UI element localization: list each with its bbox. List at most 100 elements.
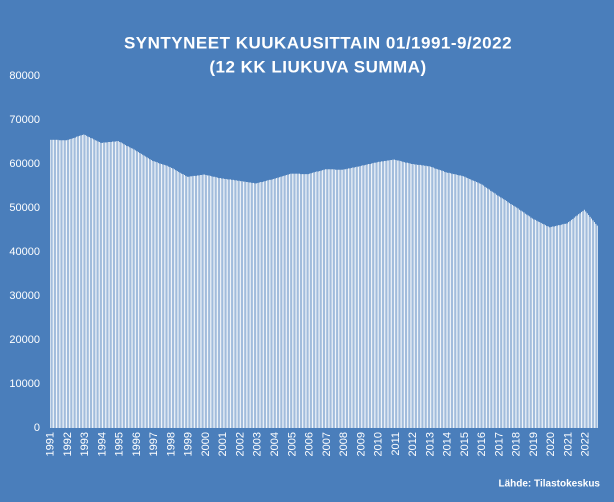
bar [576,215,578,428]
bar [421,165,423,428]
bar [60,140,62,429]
bar [487,188,489,428]
bar [582,211,584,428]
bar [509,203,511,428]
y-tick-label: 30000 [9,290,40,302]
bar [586,213,588,428]
bar [79,135,80,428]
x-tick-label: 2019 [528,432,540,456]
bar [404,162,406,429]
x-tick-label: 1993 [79,432,91,456]
bar [192,175,194,428]
bar [500,197,502,428]
bar [391,160,393,429]
bar [540,222,542,428]
x-tick-label: 2005 [286,432,298,456]
bar [89,137,91,428]
bar [310,173,312,428]
bar [166,165,168,428]
bar [74,137,76,428]
bar [388,160,390,429]
bar [227,179,229,428]
bar [488,189,490,428]
bar [212,176,214,428]
x-tick-label: 2016 [476,432,488,456]
x-tick-label: 2001 [217,432,229,456]
y-tick-label: 60000 [9,158,40,170]
bar [569,221,571,428]
bar [455,174,457,428]
bar [355,167,357,428]
bar [68,139,70,429]
chart-title: SYNTYNEET KUUKAUSITTAIN 01/1991-9/2022 [124,33,512,52]
bar [313,172,315,428]
bar [150,160,152,429]
bar [168,166,170,428]
bar [352,167,354,428]
bar [337,169,339,428]
x-tick-label: 2002 [234,432,246,456]
x-tick-label: 2007 [321,432,333,456]
bar [137,152,139,428]
bar [201,175,203,428]
bar [326,169,328,428]
y-tick-label: 70000 [9,114,40,126]
bar [324,169,326,428]
bar [96,140,98,428]
bar [149,159,151,428]
bar [499,196,500,428]
bar [418,164,420,428]
bar [411,164,413,428]
bar [356,166,358,428]
source-note: Lähde: Tilastokeskus [498,479,600,490]
bar [342,169,344,428]
bar [434,168,436,428]
bar [560,224,562,428]
bar [58,140,60,429]
x-tick-label: 2020 [545,432,557,456]
bar [263,181,265,428]
bar [392,159,394,428]
bar [516,207,518,428]
x-tick-label: 1991 [45,432,57,456]
bar [329,169,331,428]
bar [596,225,598,428]
bar [106,142,108,428]
bar [225,178,227,428]
bar [186,176,188,428]
bar [73,138,75,429]
bar [158,163,160,428]
x-tick-label: 1998 [165,432,177,456]
bar [550,226,552,428]
bar [307,174,309,428]
bar [345,169,347,428]
bar [332,169,334,428]
bar [214,176,216,428]
bar [250,182,252,428]
bar [291,173,293,428]
bar [54,139,56,429]
bar [64,140,66,429]
bar [322,170,324,428]
bar [417,164,418,428]
bar [253,182,254,428]
bar [451,173,453,428]
bar [87,136,89,428]
bar [215,177,217,428]
bar [76,136,78,428]
bar [522,211,523,428]
bar [419,164,421,428]
bar [349,168,351,428]
bar [161,164,162,428]
bar [317,171,319,429]
bar [360,165,362,428]
bar [450,173,452,428]
bar [555,226,557,428]
bar [496,194,498,428]
bar [185,175,187,428]
bar [527,215,529,428]
bar [546,226,548,428]
bar [412,164,414,428]
bar [517,208,519,428]
